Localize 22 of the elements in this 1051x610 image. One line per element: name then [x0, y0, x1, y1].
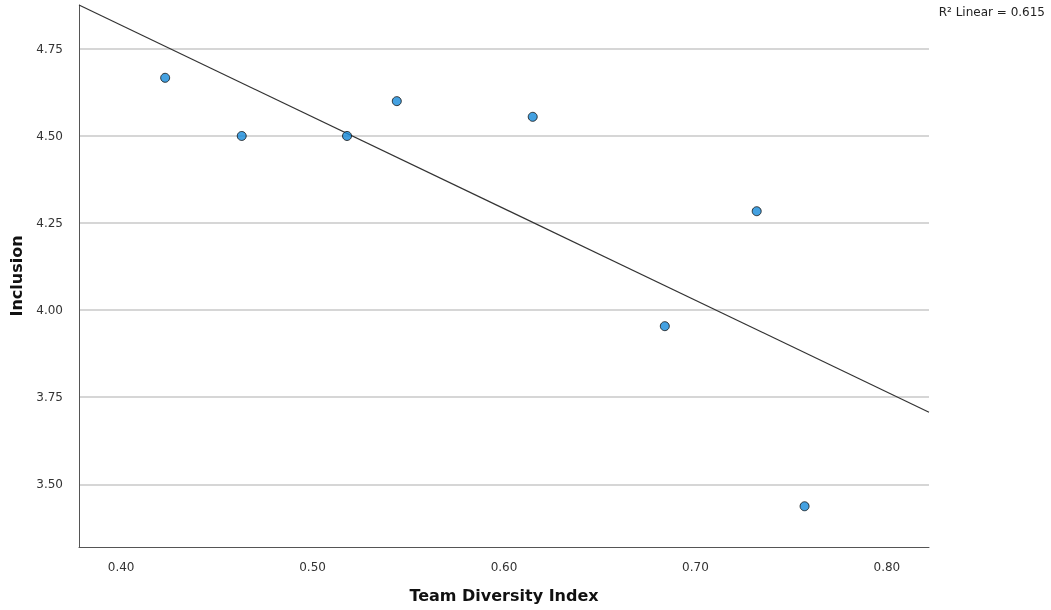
x-tick-label: 0.70	[682, 560, 709, 574]
y-tick-label: 4.50	[36, 128, 63, 143]
point	[659, 321, 670, 332]
x-tick-label: 0.50	[299, 560, 326, 574]
x-axis-title: Team Diversity Index	[409, 585, 600, 605]
x-tick-label: 0.60	[490, 560, 518, 574]
point	[799, 501, 810, 512]
y-tick-label: 4.25	[36, 216, 63, 231]
y-tick-label: 3.50	[36, 477, 63, 492]
y-tick-label: 4.75	[36, 41, 63, 56]
x-tick-label: 0.40	[107, 560, 135, 574]
point	[236, 130, 247, 141]
y-axis-title: Inclusion	[6, 235, 26, 317]
point	[751, 206, 762, 217]
y-tick-label: 4.00	[36, 303, 63, 318]
point	[160, 72, 171, 83]
text: R² Linear = 0.615	[938, 5, 1045, 19]
x-tick-label: 0.80	[873, 560, 901, 574]
point	[342, 130, 353, 141]
point	[527, 111, 538, 122]
y-tick-label: 3.75	[36, 390, 63, 405]
point	[391, 96, 402, 107]
